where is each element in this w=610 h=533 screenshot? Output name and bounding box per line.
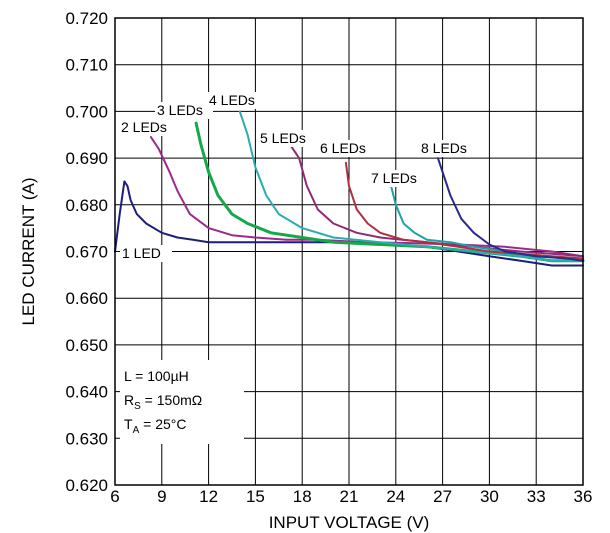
x-axis-label: INPUT VOLTAGE (V) [269,513,430,532]
plot-frame [114,17,584,486]
y-tick-label: 0.710 [65,56,108,75]
note-sense-resistor: RS = 150mΩ [124,392,202,412]
curve-label-background [258,130,316,147]
curve-label-6: 6 LEDs [320,140,366,156]
note-inductance: L = 100µH [124,368,189,384]
curve-label-2: 2 LEDs [121,119,167,135]
series-line-2 [149,136,584,258]
curve-label-background [155,102,213,119]
series-line-8 [436,157,584,262]
curve-label-background [419,140,479,157]
x-tick-label: 24 [386,487,405,506]
x-tick-label: 9 [157,487,166,506]
x-tick-label: 15 [246,487,265,506]
y-axis-label: LED CURRENT (A) [19,178,38,326]
series-line-1 [114,180,584,267]
curve-label-8: 8 LEDs [421,140,467,156]
x-tick-label: 18 [293,487,312,506]
x-tick-label: 30 [480,487,499,506]
curve-label-background [119,119,175,136]
y-tick-label: 0.670 [65,243,108,262]
y-tick-labels: 0.620 0.630 0.640 0.650 0.660 0.670 0.680 0.690… [65,9,108,495]
x-tick-labels: 6 9 12 15 18 21 24 27 30 33 36 [110,487,592,506]
curve-label-background [207,92,265,109]
y-tick-label: 0.660 [65,289,108,308]
y-tick-label: 0.680 [65,196,108,215]
x-tick-label: 21 [340,487,359,506]
x-tick-label: 27 [433,487,452,506]
y-tick-label: 0.690 [65,149,108,168]
y-tick-label: 0.640 [65,383,108,402]
conditions-note: L = 100µH RS = 150mΩ TA = 25°C [120,360,244,444]
curve-label-background [120,245,172,262]
conditions-note-background [120,360,244,444]
curve-label-1: 1 LED [122,245,161,261]
y-tick-label: 0.720 [65,9,108,28]
y-tick-label: 0.650 [65,336,108,355]
y-tick-label: 0.620 [65,476,108,495]
series-lines [114,110,585,267]
x-tick-label: 33 [527,487,546,506]
series-line-3 [194,121,585,263]
note-temperature: TA = 25°C [124,416,186,436]
curve-label-background [369,170,429,187]
y-tick-label: 0.630 [65,429,108,448]
curve-label-5: 5 LEDs [260,130,306,146]
curve-label-4: 4 LEDs [209,92,255,108]
series-line-7 [390,185,584,262]
series-line-4 [238,110,584,262]
x-tick-label: 6 [110,487,119,506]
y-tick-label: 0.700 [65,102,108,121]
curve-label-7: 7 LEDs [371,170,417,186]
curve-label-3: 3 LEDs [157,102,203,118]
x-tick-label: 36 [574,487,593,506]
curve-label-background [318,140,378,157]
x-tick-label: 12 [199,487,218,506]
series-line-5 [290,145,584,258]
